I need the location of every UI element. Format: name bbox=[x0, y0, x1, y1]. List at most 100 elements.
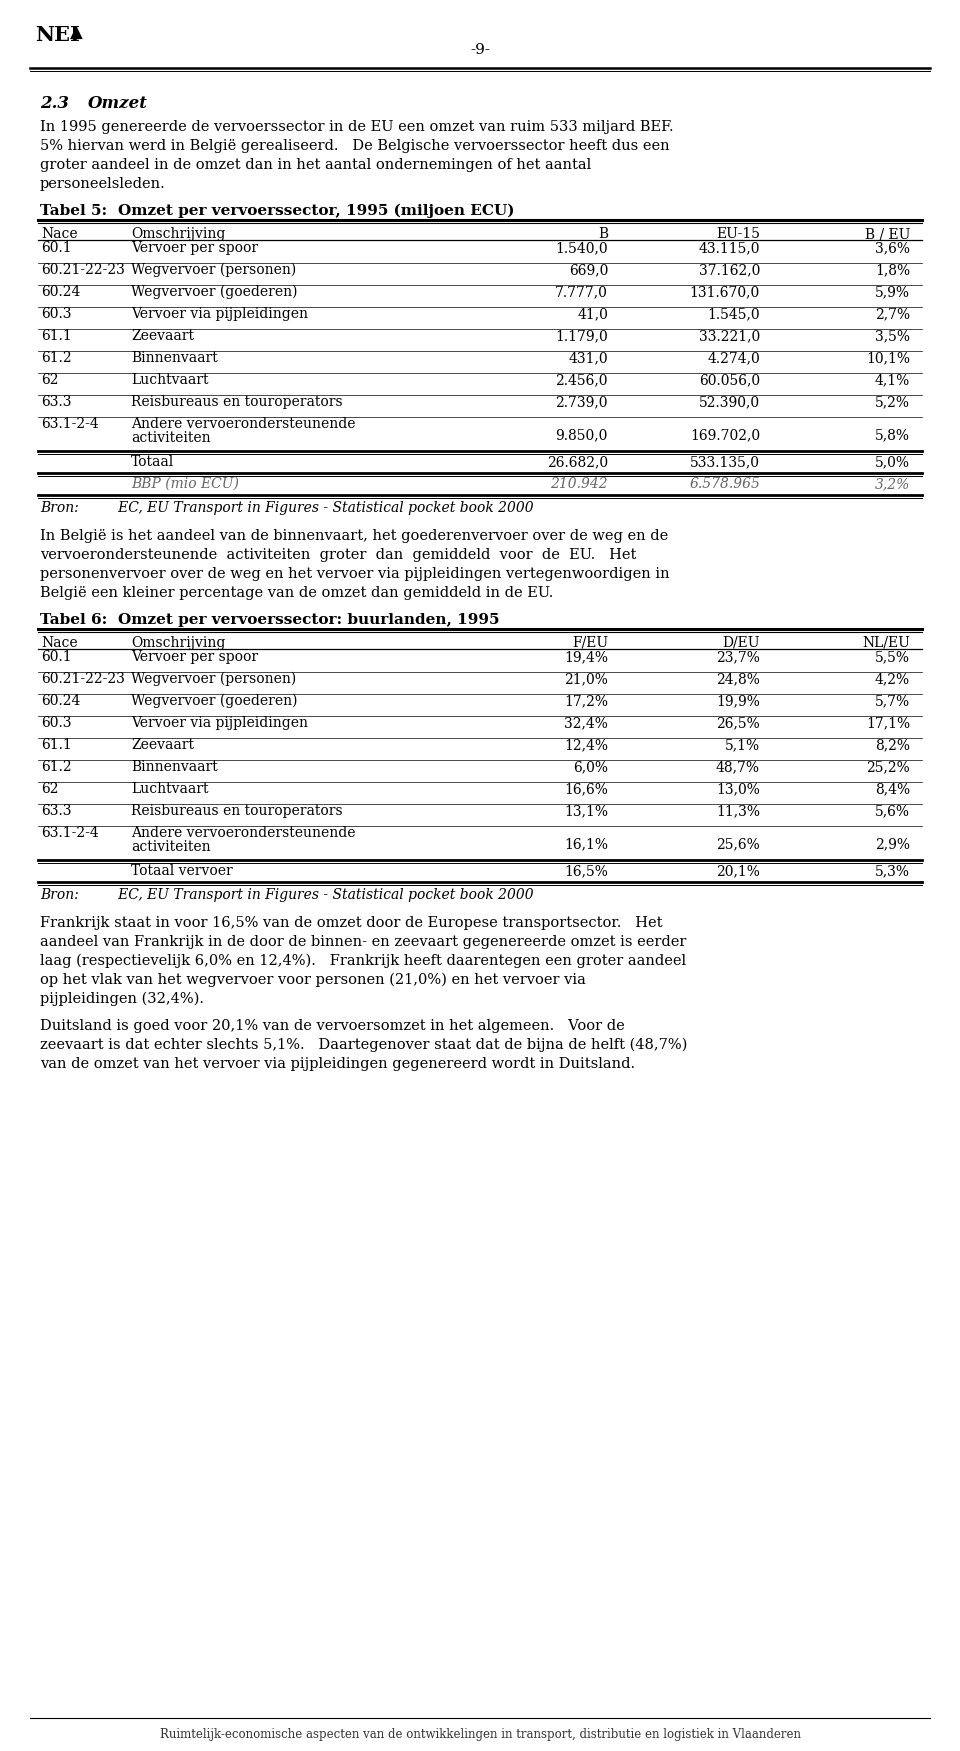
Text: 60.1: 60.1 bbox=[41, 242, 72, 256]
Text: 1.545,0: 1.545,0 bbox=[708, 306, 760, 320]
Text: 19,9%: 19,9% bbox=[716, 693, 760, 707]
Text: 5,8%: 5,8% bbox=[875, 427, 910, 441]
Text: 2.456,0: 2.456,0 bbox=[556, 373, 608, 387]
Text: Totaal vervoer: Totaal vervoer bbox=[131, 863, 232, 877]
Text: 16,5%: 16,5% bbox=[564, 863, 608, 877]
Text: EU-15: EU-15 bbox=[716, 228, 760, 242]
Text: 13,0%: 13,0% bbox=[716, 783, 760, 797]
Text: BBP (mio ECU): BBP (mio ECU) bbox=[131, 476, 239, 490]
Text: 10,1%: 10,1% bbox=[866, 350, 910, 364]
Text: In België is het aandeel van de binnenvaart, het goederenvervoer over de weg en : In België is het aandeel van de binnenva… bbox=[40, 529, 668, 543]
Text: 60.24: 60.24 bbox=[41, 285, 81, 299]
Text: 26.682,0: 26.682,0 bbox=[547, 455, 608, 469]
Text: ▲: ▲ bbox=[70, 25, 83, 42]
Text: Omzet per vervoerssector: buurlanden, 1995: Omzet per vervoerssector: buurlanden, 19… bbox=[118, 613, 499, 627]
Text: 5,5%: 5,5% bbox=[875, 650, 910, 664]
Text: zeevaart is dat echter slechts 5,1%.   Daartegenover staat dat de bijna de helft: zeevaart is dat echter slechts 5,1%. Daa… bbox=[40, 1038, 687, 1052]
Text: 25,6%: 25,6% bbox=[716, 837, 760, 851]
Text: 8,4%: 8,4% bbox=[875, 783, 910, 797]
Text: NL/EU: NL/EU bbox=[862, 636, 910, 650]
Text: 9.850,0: 9.850,0 bbox=[556, 427, 608, 441]
Text: 3,2%: 3,2% bbox=[875, 476, 910, 490]
Text: Vervoer via pijpleidingen: Vervoer via pijpleidingen bbox=[131, 306, 308, 320]
Text: 62: 62 bbox=[41, 783, 59, 797]
Text: 52.390,0: 52.390,0 bbox=[699, 396, 760, 410]
Text: 5,3%: 5,3% bbox=[875, 863, 910, 877]
Text: B: B bbox=[598, 228, 608, 242]
Text: Luchtvaart: Luchtvaart bbox=[131, 783, 208, 797]
Text: activiteiten: activiteiten bbox=[131, 431, 210, 445]
Text: 5,7%: 5,7% bbox=[875, 693, 910, 707]
Text: Tabel 5:: Tabel 5: bbox=[40, 205, 108, 219]
Text: 33.221,0: 33.221,0 bbox=[699, 329, 760, 343]
Text: 4,2%: 4,2% bbox=[875, 672, 910, 686]
Text: D/EU: D/EU bbox=[723, 636, 760, 650]
Text: Andere vervoerondersteunende: Andere vervoerondersteunende bbox=[131, 417, 355, 431]
Text: 5,6%: 5,6% bbox=[875, 804, 910, 818]
Text: 4.274,0: 4.274,0 bbox=[708, 350, 760, 364]
Text: Wegvervoer (personen): Wegvervoer (personen) bbox=[131, 263, 297, 277]
Text: Reisbureaus en touroperators: Reisbureaus en touroperators bbox=[131, 396, 343, 410]
Text: NEI: NEI bbox=[35, 25, 80, 46]
Text: Duitsland is goed voor 20,1% van de vervoersomzet in het algemeen.   Voor de: Duitsland is goed voor 20,1% van de verv… bbox=[40, 1019, 625, 1033]
Text: 1.540,0: 1.540,0 bbox=[556, 242, 608, 256]
Text: Omzet: Omzet bbox=[88, 95, 148, 112]
Text: 23,7%: 23,7% bbox=[716, 650, 760, 664]
Text: 26,5%: 26,5% bbox=[716, 716, 760, 730]
Text: B / EU: B / EU bbox=[865, 228, 910, 242]
Text: 24,8%: 24,8% bbox=[716, 672, 760, 686]
Text: België een kleiner percentage van de omzet dan gemiddeld in de EU.: België een kleiner percentage van de omz… bbox=[40, 587, 553, 601]
Text: Reisbureaus en touroperators: Reisbureaus en touroperators bbox=[131, 804, 343, 818]
Text: Zeevaart: Zeevaart bbox=[131, 737, 194, 751]
Text: 63.3: 63.3 bbox=[41, 396, 71, 410]
Text: 2.3: 2.3 bbox=[40, 95, 69, 112]
Text: Frankrijk staat in voor 16,5% van de omzet door de Europese transportsector.   H: Frankrijk staat in voor 16,5% van de omz… bbox=[40, 916, 662, 930]
Text: 669,0: 669,0 bbox=[568, 263, 608, 277]
Text: 5,9%: 5,9% bbox=[875, 285, 910, 299]
Text: 20,1%: 20,1% bbox=[716, 863, 760, 877]
Text: 1,8%: 1,8% bbox=[875, 263, 910, 277]
Text: 5,2%: 5,2% bbox=[875, 396, 910, 410]
Text: 60.3: 60.3 bbox=[41, 306, 71, 320]
Text: 62: 62 bbox=[41, 373, 59, 387]
Text: op het vlak van het wegvervoer voor personen (21,0%) en het vervoer via: op het vlak van het wegvervoer voor pers… bbox=[40, 974, 586, 988]
Text: 63.1-2-4: 63.1-2-4 bbox=[41, 826, 99, 840]
Text: Wegvervoer (goederen): Wegvervoer (goederen) bbox=[131, 693, 298, 709]
Text: 2.739,0: 2.739,0 bbox=[556, 396, 608, 410]
Text: activiteiten: activiteiten bbox=[131, 840, 210, 854]
Text: 41,0: 41,0 bbox=[577, 306, 608, 320]
Text: Vervoer via pijpleidingen: Vervoer via pijpleidingen bbox=[131, 716, 308, 730]
Text: In 1995 genereerde de vervoerssector in de EU een omzet van ruim 533 miljard BEF: In 1995 genereerde de vervoerssector in … bbox=[40, 121, 674, 135]
Text: 2,9%: 2,9% bbox=[875, 837, 910, 851]
Text: Luchtvaart: Luchtvaart bbox=[131, 373, 208, 387]
Text: Zeevaart: Zeevaart bbox=[131, 329, 194, 343]
Text: 63.1-2-4: 63.1-2-4 bbox=[41, 417, 99, 431]
Text: van de omzet van het vervoer via pijpleidingen gegenereerd wordt in Duitsland.: van de omzet van het vervoer via pijplei… bbox=[40, 1058, 636, 1072]
Text: 21,0%: 21,0% bbox=[564, 672, 608, 686]
Text: Omzet per vervoerssector, 1995 (miljoen ECU): Omzet per vervoerssector, 1995 (miljoen … bbox=[118, 205, 515, 219]
Text: 6,0%: 6,0% bbox=[573, 760, 608, 774]
Text: 60.3: 60.3 bbox=[41, 716, 71, 730]
Text: 60.056,0: 60.056,0 bbox=[699, 373, 760, 387]
Text: 16,6%: 16,6% bbox=[564, 783, 608, 797]
Text: Omschrijving: Omschrijving bbox=[131, 228, 226, 242]
Text: 61.1: 61.1 bbox=[41, 737, 72, 751]
Text: 3,5%: 3,5% bbox=[875, 329, 910, 343]
Text: groter aandeel in de omzet dan in het aantal ondernemingen of het aantal: groter aandeel in de omzet dan in het aa… bbox=[40, 158, 591, 172]
Text: Nace: Nace bbox=[41, 636, 78, 650]
Text: 17,1%: 17,1% bbox=[866, 716, 910, 730]
Text: 37.162,0: 37.162,0 bbox=[699, 263, 760, 277]
Text: Nace: Nace bbox=[41, 228, 78, 242]
Text: 5% hiervan werd in België gerealiseerd.   De Belgische vervoerssector heeft dus : 5% hiervan werd in België gerealiseerd. … bbox=[40, 138, 670, 152]
Text: 5,0%: 5,0% bbox=[875, 455, 910, 469]
Text: Binnenvaart: Binnenvaart bbox=[131, 350, 218, 364]
Text: Tabel 6:: Tabel 6: bbox=[40, 613, 108, 627]
Text: vervoerondersteunende  activiteiten  groter  dan  gemiddeld  voor  de  EU.   Het: vervoerondersteunende activiteiten grote… bbox=[40, 548, 636, 562]
Text: 5,1%: 5,1% bbox=[725, 737, 760, 751]
Text: Wegvervoer (personen): Wegvervoer (personen) bbox=[131, 672, 297, 686]
Text: 61.1: 61.1 bbox=[41, 329, 72, 343]
Text: 7.777,0: 7.777,0 bbox=[555, 285, 608, 299]
Text: 11,3%: 11,3% bbox=[716, 804, 760, 818]
Text: 12,4%: 12,4% bbox=[564, 737, 608, 751]
Text: 48,7%: 48,7% bbox=[716, 760, 760, 774]
